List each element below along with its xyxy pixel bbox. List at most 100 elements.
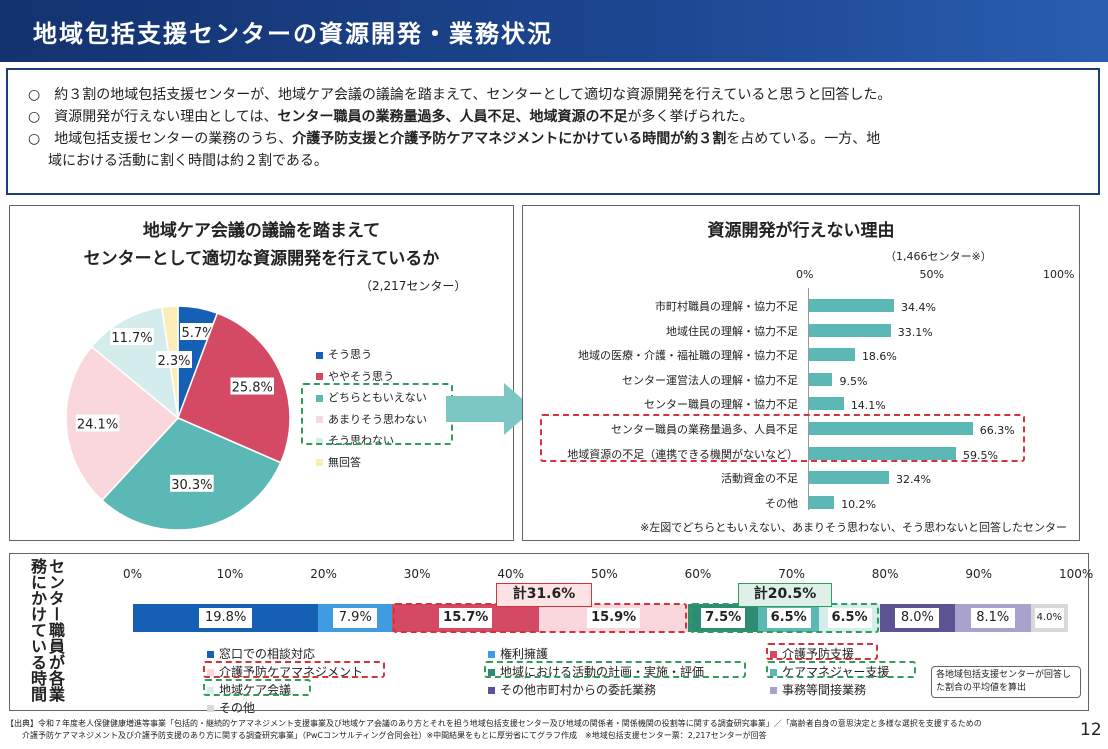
bar-category-label-6: 地域資源の不足（連携できる機関がないなど） xyxy=(567,447,798,461)
bar-title: 資源開発が行えない理由 xyxy=(707,221,895,241)
bar-category-label-3: センター運営法人の理解・協力不足 xyxy=(622,373,798,387)
summary-text-2b: センター職員の業務量過多、人員不足、地域資源の不足 xyxy=(277,109,628,125)
bar-category-label-0: 市町村職員の理解・協力不足 xyxy=(655,300,798,313)
stacked-value-6: 6.5% xyxy=(827,608,872,628)
bar-value-0: 34.4% xyxy=(900,301,936,314)
stacked-axis-tick-0: 0% xyxy=(123,567,143,581)
stacked-ylabel: センター職員が各業務にかけている時間 xyxy=(28,558,65,702)
summary-box: ○ 約３割の地域包括支援センターが、地域ケア会議の議論を踏まえて、センターとして… xyxy=(6,68,1100,195)
pie-legend-item-5: 無回答 xyxy=(316,454,361,470)
bullet: ○ xyxy=(28,109,41,125)
stacked-value-9: 4.0% xyxy=(1034,608,1065,628)
bar-category-label-4: センター職員の理解・協力不足 xyxy=(644,398,798,412)
legend-highlight-cm-shien xyxy=(766,661,916,678)
pie-label-0: 5.7% xyxy=(181,326,214,341)
stacked-axis-tick-7: 70% xyxy=(778,567,805,581)
summary-line-2: ○ 資源開発が行えない理由としては、センター職員の業務量過多、人員不足、地域資源… xyxy=(28,106,1082,128)
pie-label-3: 24.1% xyxy=(77,417,118,432)
legend-swatch xyxy=(770,669,777,676)
source-line-2: 介護予防ケアマネジメント及び介護予防支援のあり方に関する調査研究事業」（PwCコ… xyxy=(22,731,767,740)
stacked-legend-item-5: ケアマネジャー支援 xyxy=(770,663,889,680)
legend-highlight-kaigoyobo-cm xyxy=(203,661,385,678)
pie-label-5: 2.3% xyxy=(157,354,190,369)
stacked-axis-tick-1: 10% xyxy=(216,567,244,581)
legend-swatch xyxy=(488,669,495,676)
bar-category-label-7: 活動資金の不足 xyxy=(721,472,798,486)
pie-label-2: 30.3% xyxy=(171,478,212,493)
legend-label: 権利擁護 xyxy=(500,647,549,661)
legend-swatch xyxy=(488,651,495,658)
bar-0 xyxy=(809,299,894,312)
bar-5 xyxy=(809,422,973,435)
bar-2 xyxy=(809,348,855,362)
legend-label: 地域ケア会議 xyxy=(219,683,292,697)
stacked-axis-tick-8: 80% xyxy=(871,567,899,581)
summary-text-3a: 地域包括支援センターの業務のうち、 xyxy=(54,131,293,147)
bar-value-2: 18.6% xyxy=(861,350,897,364)
summary-text-3b: 介護予防支援と介護予防ケアマネジメントにかけている時間が約３割 xyxy=(292,131,727,147)
legend-swatch xyxy=(316,459,323,466)
legend-label: そう思う xyxy=(328,348,372,361)
stacked-legend-item-2: 介護予防支援 xyxy=(770,645,854,662)
stacked-value-2: 15.7% xyxy=(439,608,493,628)
legend-swatch xyxy=(207,687,214,694)
legend-label: 地域における活動の計画・実施・評価 xyxy=(500,665,705,679)
bar-category-label-2: 地域の医療・介護・福祉職の理解・協力不足 xyxy=(578,349,798,363)
pie-label-1: 25.8% xyxy=(232,381,273,396)
bar-axis-line xyxy=(808,288,809,510)
header-bar: 地域包括支援センターの資源開発・業務状況 xyxy=(0,0,1108,62)
stacked-value-0: 19.8% xyxy=(199,608,253,628)
summary-line-1: ○ 約３割の地域包括支援センターが、地域ケア会議の議論を踏まえて、センターとして… xyxy=(28,84,1082,106)
legend-swatch xyxy=(770,651,777,658)
pie-legend-item-2: どちらともいえない xyxy=(316,389,427,405)
bar-value-1: 33.1% xyxy=(897,325,933,339)
summary-text-4: 域における活動に割く時間は約２割である。 xyxy=(48,153,328,169)
source-footer: 【出典】令和７年度老人保健健康増進等事業「包括的・継続的ケアマネジメント支援事業… xyxy=(6,718,1066,742)
legend-highlight-kaigoyobo xyxy=(766,643,878,660)
stacked-legend-item-8: 事務等間接業務 xyxy=(770,681,866,698)
pie-label-bg-0 xyxy=(180,323,216,340)
bar-highlight xyxy=(540,414,1025,462)
bar-value-3: 9.5% xyxy=(839,374,868,388)
bar-note: （1,466センター※） xyxy=(885,250,992,263)
total-highlight-green xyxy=(690,603,879,633)
pie-label-bg-3 xyxy=(75,414,120,432)
legend-label: その他 xyxy=(219,701,256,715)
pie-legend-item-1: ややそう思う xyxy=(316,368,394,384)
summary-text-2a: 資源開発が行えない理由としては、 xyxy=(54,109,278,125)
legend-swatch xyxy=(316,373,323,380)
page-number: 12 xyxy=(1080,720,1102,740)
bar-footnote: ※左図でどちらともいえない、あまりそう思わない、そう思わないと回答したセンター xyxy=(640,521,1067,534)
legend-swatch xyxy=(316,351,323,359)
bar-4 xyxy=(809,397,844,411)
stacked-axis-tick-2: 20% xyxy=(310,567,337,581)
pie-slice-3 xyxy=(65,345,180,502)
bar-category-label-8: その他 xyxy=(765,496,798,510)
bullet: ○ xyxy=(28,131,41,147)
pie-label-4: 11.7% xyxy=(111,331,152,346)
page-title: 地域包括支援センターの資源開発・業務状況 xyxy=(33,20,553,48)
total-highlight-red xyxy=(393,603,687,633)
legend-swatch xyxy=(316,394,323,402)
stacked-axis-tick-4: 40% xyxy=(497,567,525,581)
total-label-2: 計20.5% xyxy=(738,583,832,607)
bar-axis-tick-1: 50% xyxy=(919,268,944,281)
bar-value-7: 32.4% xyxy=(896,473,931,487)
summary-line-3: ○ 地域包括支援センターの業務のうち、介護予防支援と介護予防ケアマネジメントにか… xyxy=(28,128,1082,150)
pie-chart: 5.7% 25.8% 30.3% 24.1% 11.7% 2.3% xyxy=(65,305,291,531)
legend-label: あまりそう思わない xyxy=(328,412,427,426)
stacked-legend-item-4: 地域における活動の計画・実施・評価 xyxy=(488,663,704,680)
bar-value-6: 59.5% xyxy=(962,448,998,462)
legend-swatch xyxy=(770,687,777,694)
bar-panel xyxy=(522,205,1080,541)
stacked-legend-item-3: 介護予防ケアマネジメント xyxy=(207,663,363,680)
legend-label: 介護予防支援 xyxy=(782,647,855,661)
bar-value-4: 14.1% xyxy=(850,399,886,413)
legend-label: その他市町村からの委託業務 xyxy=(500,683,657,697)
pie-legend-highlight xyxy=(301,383,453,445)
stacked-note: 各地域包括支援センターが回答した割合の平均値を算出 xyxy=(931,666,1081,698)
pie-slice-2 xyxy=(100,417,282,531)
stacked-legend-item-0: 窓口での相談対応 xyxy=(207,645,315,662)
source-line-1: 【出典】令和７年度老人保健健康増進等事業「包括的・継続的ケアマネジメント支援事業… xyxy=(6,719,982,728)
legend-label: 無回答 xyxy=(328,455,361,469)
